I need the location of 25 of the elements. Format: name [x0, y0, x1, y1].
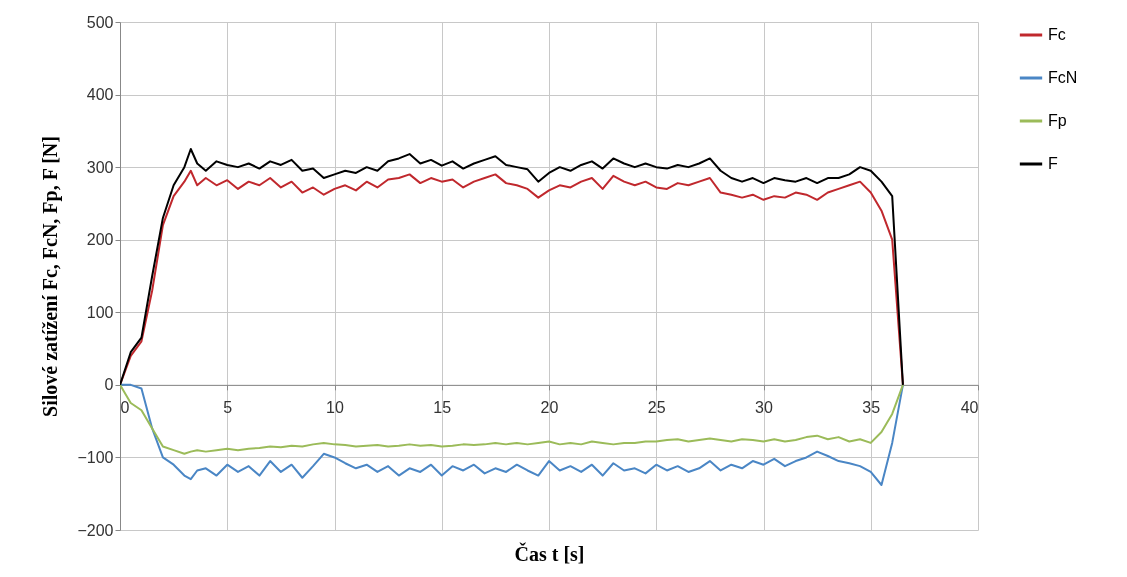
line-series	[120, 383, 904, 455]
y-tick-label: 400	[86, 86, 114, 104]
x-tick-label: 30	[755, 399, 773, 417]
legend-label: FcN	[1048, 69, 1078, 86]
y-tick-label: 500	[86, 13, 114, 31]
y-tick-label: 200	[86, 231, 114, 249]
x-tick-label: 25	[647, 399, 666, 417]
y-tick-label: 0	[104, 376, 114, 394]
x-tick-label: 15	[433, 399, 452, 417]
legend-label: Fp	[1048, 112, 1067, 129]
x-tick-label: 0	[120, 399, 130, 417]
y-axis-title: Silové zatížení Fc, FcN, Fp, F [N]	[39, 136, 63, 417]
x-tick-label: 40	[960, 399, 979, 417]
legend-label: Fc	[1048, 26, 1066, 43]
x-tick-label: 20	[540, 399, 559, 417]
x-tick-label: 10	[326, 399, 344, 417]
y-tick-label: −100	[77, 448, 114, 466]
x-axis-title: Čas t [s]	[514, 541, 585, 565]
line-series	[120, 383, 904, 487]
y-tick-label: 100	[86, 303, 114, 321]
x-tick-label: 35	[862, 399, 881, 417]
y-tick-label: −200	[77, 521, 114, 539]
y-tick-label: 300	[86, 158, 114, 176]
x-tick-label: 5	[223, 399, 233, 417]
legend-label: F	[1048, 155, 1058, 172]
